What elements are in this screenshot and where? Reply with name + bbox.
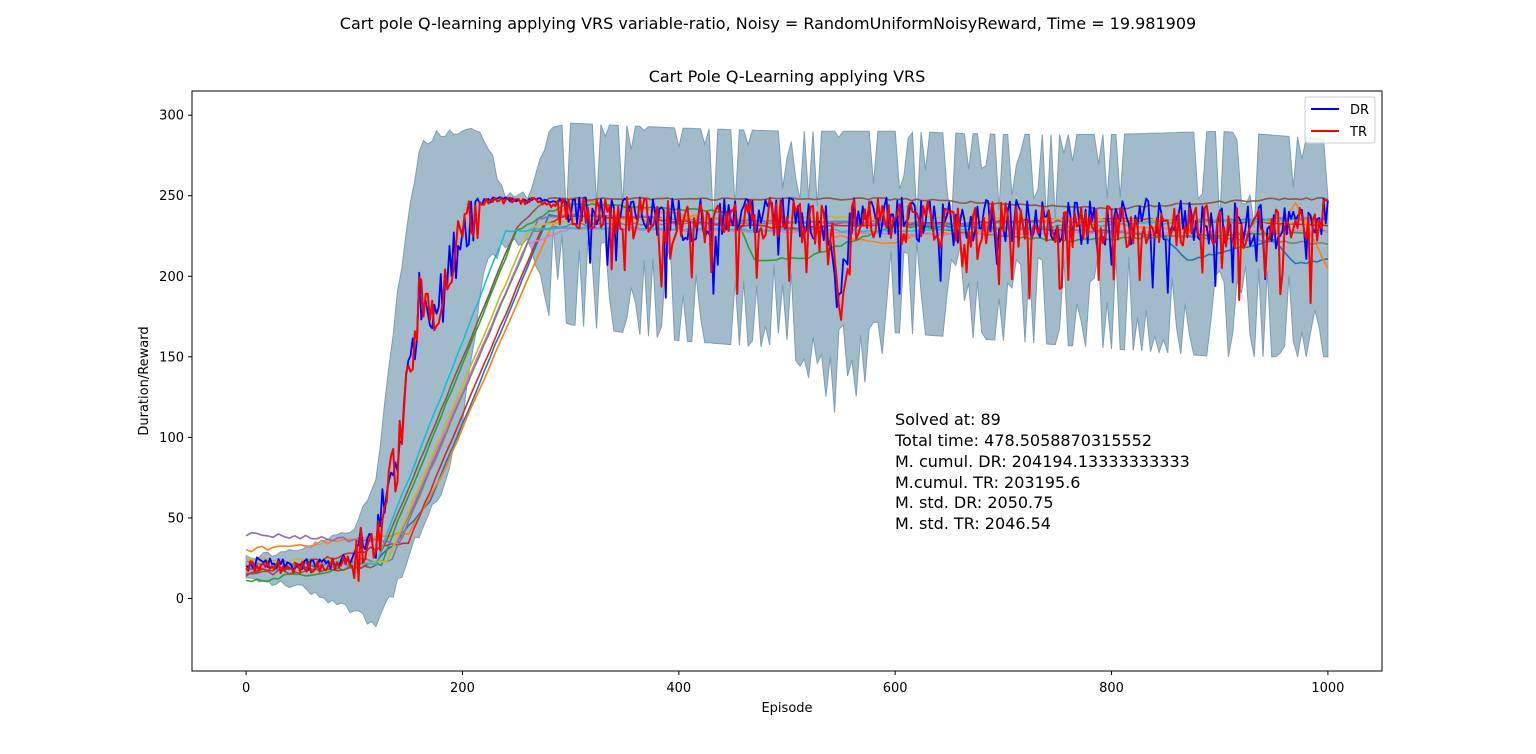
y-tick-label: 0 xyxy=(176,592,184,607)
x-tick-label: 1000 xyxy=(1311,681,1344,696)
x-tick-label: 600 xyxy=(883,681,908,696)
series-run-7 xyxy=(246,197,1329,576)
series-tr xyxy=(245,196,1329,582)
stats-annotation: Solved at: 89 Total time: 478.5058870315… xyxy=(894,410,1190,533)
legend: DR TR xyxy=(1304,96,1376,144)
annotation-total-time: Total time: 478.5058870315552 xyxy=(894,431,1152,450)
plot-area: 0 200 400 600 800 1000 0 50 100 150 200 250 300 xyxy=(159,90,1383,696)
annotation-cumul-tr: M.cumul. TR: 203195.6 xyxy=(895,473,1080,492)
legend-label-tr: TR xyxy=(1349,125,1367,140)
y-tick-label: 250 xyxy=(159,189,184,204)
y-tick-label: 300 xyxy=(159,109,184,124)
annotation-solved-at: Solved at: 89 xyxy=(895,410,1001,429)
y-tick-label: 150 xyxy=(159,350,184,365)
y-tick-label: 50 xyxy=(167,511,184,526)
axes-title: Cart Pole Q-Learning applying VRS xyxy=(649,67,926,86)
x-tick-label: 200 xyxy=(450,681,475,696)
figure-suptitle: Cart pole Q-learning applying VRS variab… xyxy=(340,14,1196,33)
x-tick-label: 400 xyxy=(666,681,691,696)
annotation-std-tr: M. std. TR: 2046.54 xyxy=(895,514,1051,533)
series-layer xyxy=(245,196,1329,583)
annotation-std-dr: M. std. DR: 2050.75 xyxy=(895,493,1054,512)
axes-frame xyxy=(191,90,1383,672)
x-axis-label: Episode xyxy=(761,701,812,716)
y-axis-ticks: 0 50 100 150 200 250 300 xyxy=(159,109,192,607)
y-axis-label: Duration/Reward xyxy=(137,326,152,435)
x-tick-label: 800 xyxy=(1099,681,1124,696)
x-axis-ticks: 0 200 400 600 800 1000 xyxy=(242,671,1344,696)
y-tick-label: 100 xyxy=(159,431,184,446)
legend-label-dr: DR xyxy=(1350,103,1369,118)
annotation-cumul-dr: M. cumul. DR: 204194.13333333333 xyxy=(895,452,1190,471)
y-tick-label: 200 xyxy=(159,270,184,285)
x-tick-label: 0 xyxy=(242,681,250,696)
